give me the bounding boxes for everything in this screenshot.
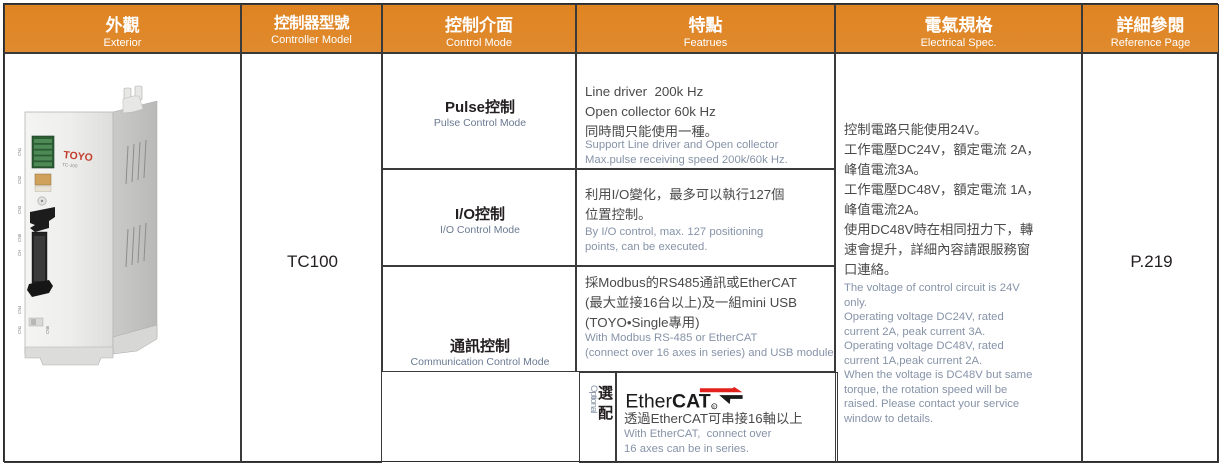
svg-text:CN1: CN1: [17, 147, 22, 156]
svg-text:CN3: CN3: [17, 205, 22, 214]
svg-text:CH: CH: [17, 250, 22, 256]
svg-text:CN6: CN6: [45, 325, 50, 334]
svg-text:CN2: CN2: [17, 175, 22, 184]
svg-text:CN1: CN1: [17, 325, 22, 334]
svg-text:CN4: CN4: [17, 305, 22, 314]
svg-text:CN5: CN5: [17, 233, 22, 242]
